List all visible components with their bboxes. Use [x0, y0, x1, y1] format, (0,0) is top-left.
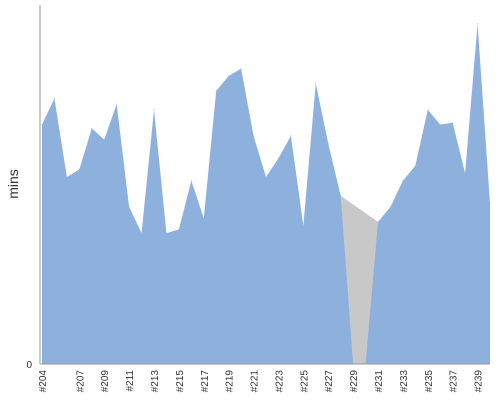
x-tick-label: #215: [175, 370, 186, 393]
data-point: [78, 169, 80, 171]
data-point: [215, 90, 217, 92]
data-point: [53, 97, 55, 99]
x-tick-label: #223: [274, 370, 285, 393]
data-point: [116, 103, 118, 105]
data-point: [41, 124, 43, 126]
y-axis-label: mins: [5, 169, 21, 199]
data-point: [228, 75, 230, 77]
x-tick-label: #231: [374, 370, 385, 393]
data-point: [277, 157, 279, 159]
data-point: [290, 135, 292, 137]
x-tick-label: #219: [225, 370, 236, 393]
x-tick-label: #235: [424, 370, 435, 393]
data-point: [178, 228, 180, 230]
data-point: [91, 127, 93, 129]
data-point: [165, 232, 167, 234]
x-tick-label: #221: [250, 370, 261, 393]
data-point: [66, 176, 68, 178]
x-tick-label: #209: [100, 370, 111, 393]
x-tick-labels: #204 #207 #209 #211 #213 #215 #217 #219 #221 #223…: [38, 370, 485, 393]
data-point: [427, 109, 429, 111]
data-point: [414, 165, 416, 167]
data-point: [327, 142, 329, 144]
data-point: [203, 217, 205, 219]
data-point: [302, 225, 304, 227]
x-tick-label: #233: [399, 370, 410, 393]
x-tick-label: #217: [200, 370, 211, 393]
data-point: [452, 122, 454, 124]
x-tick-label: #204: [38, 370, 49, 393]
series-area: [42, 23, 490, 365]
data-point: [153, 109, 155, 111]
data-point: [377, 221, 379, 223]
data-point: [402, 180, 404, 182]
x-tick-label: #239: [474, 370, 485, 393]
data-point: [141, 232, 143, 234]
data-point: [464, 172, 466, 174]
data-point: [190, 180, 192, 182]
data-point: [389, 206, 391, 208]
x-tick-label: #213: [150, 370, 161, 393]
x-tick-label: #227: [324, 370, 335, 393]
data-point: [477, 23, 479, 25]
x-tick-label: #207: [75, 370, 86, 393]
data-point: [128, 206, 130, 208]
data-point: [489, 202, 491, 204]
data-point: [265, 176, 267, 178]
data-point: [315, 83, 317, 85]
data-point: [103, 139, 105, 141]
x-tick-label: #237: [449, 370, 460, 393]
series-area-layer: [41, 23, 491, 365]
data-point: [439, 124, 441, 126]
data-point: [253, 135, 255, 137]
x-tick-label: #211: [125, 370, 136, 392]
x-tick-label: #225: [299, 370, 310, 393]
data-point: [340, 195, 342, 197]
data-point: [240, 68, 242, 70]
y-tick-label: 0: [26, 360, 32, 371]
x-tick-label: #229: [349, 370, 360, 393]
